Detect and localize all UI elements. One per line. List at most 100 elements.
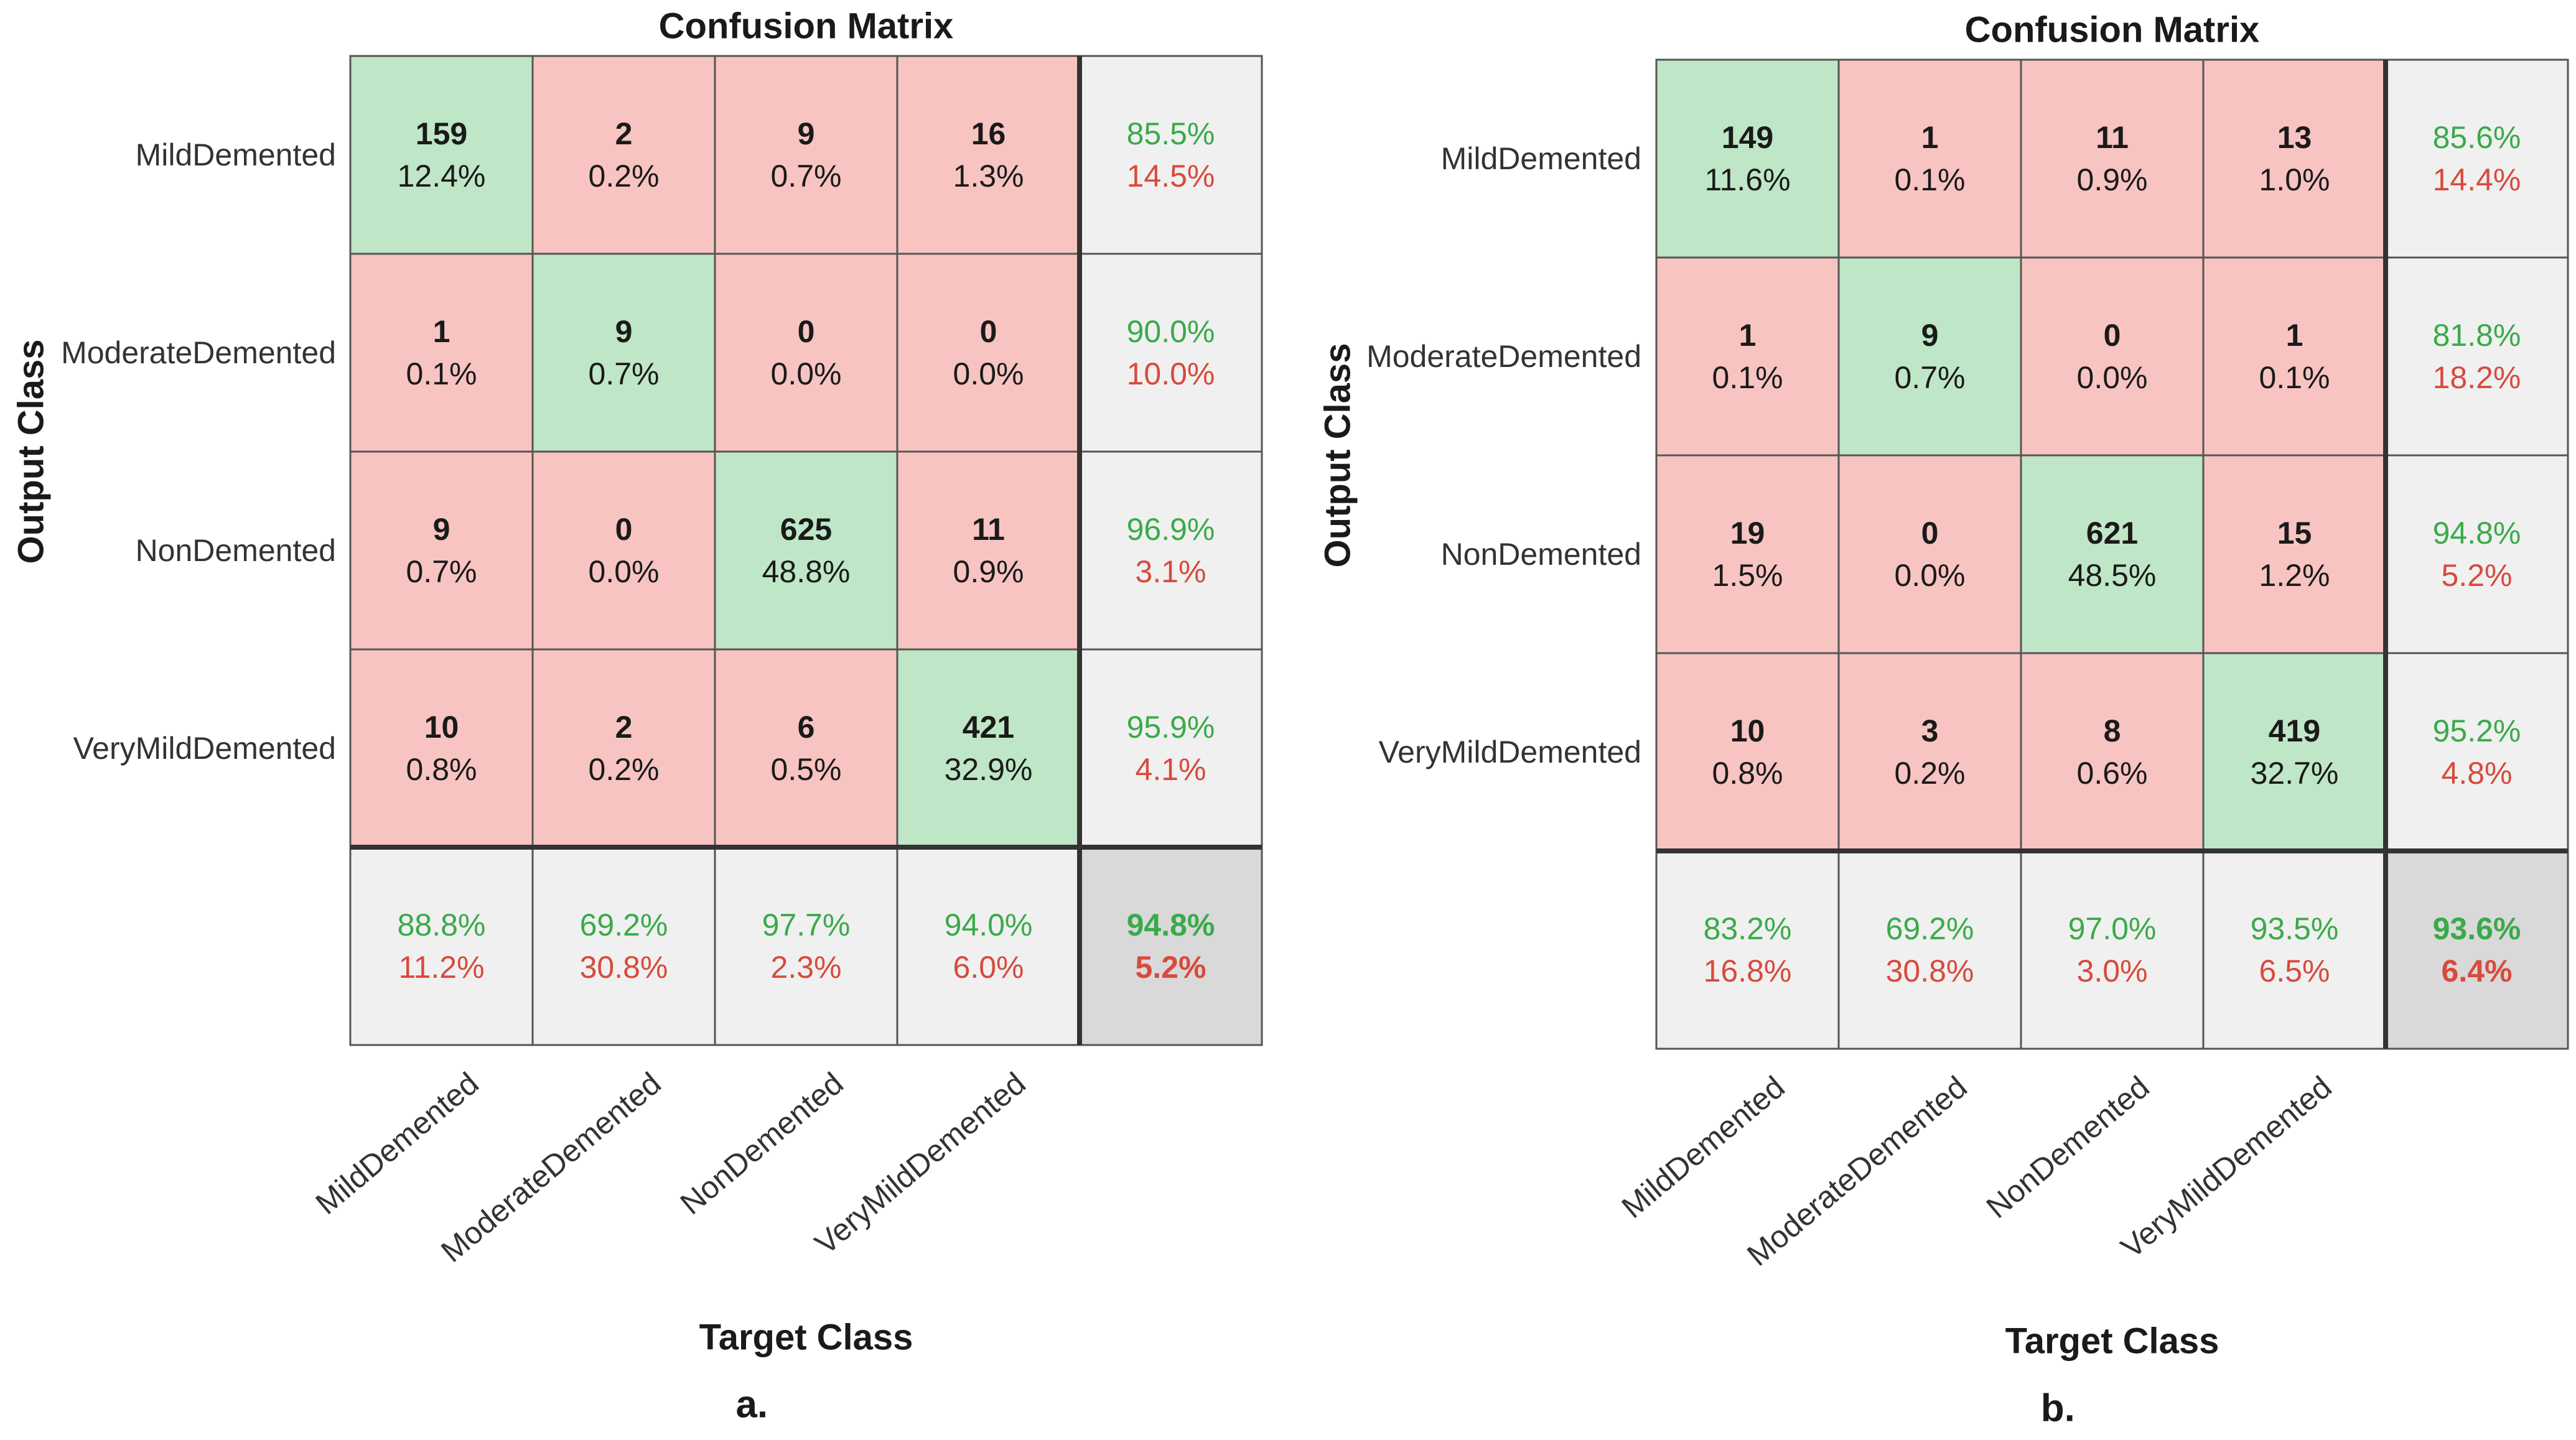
cell-count: 16 [971,116,1006,151]
cell-count: 9 [1921,318,1939,353]
matrix-cell-r0-c0 [1655,58,1840,259]
matrix-cell-r2-c2 [714,450,898,651]
y-tick-label: NonDemented [136,533,336,568]
cell-count: 6 [798,710,815,745]
cell-count: 625 [780,512,832,547]
matrix-cell-r2-c4 [1078,450,1263,651]
matrix-cell-r0-c4 [2384,58,2569,259]
cell-count: 10 [424,710,459,745]
matrix-cell-r0-c4 [1078,55,1263,255]
cell-percent: 0.0% [771,356,842,391]
matrix-cell-r2-c1 [1837,454,2022,654]
matrix-cell-r1-c1 [1837,256,2022,457]
column-recall: 93.5% [2251,911,2339,946]
matrix-cell-r1-c4 [2384,256,2569,457]
matrix-cell-r1-c1 [531,253,716,453]
x-tick-label: NonDemented [674,1066,850,1221]
cell-count: 421 [963,710,1014,745]
confusion-matrix-panel-a: 159 12.4% 2 0.2% 9 0.7% 16 1.3% 1 0.1% 9 0.7% 0 0.0% 0… [11,6,1263,1426]
matrix-cell-r3-c2 [714,648,898,848]
cell-percent: 0.7% [406,554,477,589]
cell-percent: 1.3% [953,159,1024,193]
y-tick-label: VeryMildDemented [1379,735,1641,769]
overall-error: 5.2% [1136,950,1206,985]
matrix-cell-r0-c3 [896,55,1081,255]
cell-percent: 0.1% [1895,162,1966,197]
row-error: 14.4% [2433,162,2521,197]
x-tick-label: MildDemented [1615,1069,1791,1225]
y-axis-label: Output Class [11,340,52,564]
cell-percent: 0.1% [1712,360,1783,395]
cell-count: 11 [2096,120,2129,155]
cell-percent: 0.7% [589,356,660,391]
row-error: 5.2% [2442,558,2513,593]
chart-title: Confusion Matrix [1965,10,2260,50]
cell-count: 159 [416,116,467,151]
cell-count: 9 [433,512,450,547]
matrix-cell-r3-c2 [2020,652,2205,852]
cell-count: 11 [972,512,1005,547]
cell-percent: 0.0% [2077,360,2148,395]
column-error: 30.8% [580,950,668,985]
row-precision: 90.0% [1127,314,1215,349]
row-precision: 81.8% [2433,318,2521,353]
overall-accuracy: 94.8% [1127,908,1215,942]
matrix-cell-r4-c2 [2020,850,2205,1050]
column-error: 6.5% [2259,954,2330,988]
y-axis-label: Output Class [1318,343,1358,568]
matrix-cell-r3-c1 [1837,652,2022,852]
row-error: 4.8% [2442,756,2513,791]
matrix-cell-r2-c0 [1655,454,1840,654]
x-tick-label: NonDemented [1980,1069,2156,1225]
matrix-cell-r4-c2 [714,846,898,1046]
matrix-cell-r4-c4 [1078,846,1263,1046]
cell-count: 149 [1722,120,1773,155]
column-recall: 97.7% [762,908,851,942]
cell-percent: 48.5% [2068,558,2157,593]
cell-percent: 0.7% [1895,360,1966,395]
x-tick-label: MildDemented [309,1066,485,1221]
cell-percent: 0.2% [1895,756,1966,791]
cell-count: 0 [798,314,815,349]
matrix-cell-r4-c0 [349,846,534,1046]
cell-count: 0 [615,512,633,547]
row-precision: 94.8% [2433,516,2521,550]
cell-count: 2 [615,116,633,151]
column-error: 6.0% [953,950,1024,985]
cell-count: 0 [980,314,997,349]
cell-percent: 0.8% [406,752,477,787]
cell-count: 1 [2286,318,2303,353]
cell-percent: 1.2% [2259,558,2330,593]
cell-percent: 1.0% [2259,162,2330,197]
panel-label: b. [2041,1387,2075,1430]
matrix-cell-r3-c1 [531,648,716,848]
cell-count: 1 [1739,318,1757,353]
chart-title: Confusion Matrix [659,6,954,47]
matrix-cell-r2-c1 [531,450,716,651]
y-tick-label: ModerateDemented [61,335,336,370]
matrix-cell-r0-c3 [2202,58,2387,259]
column-error: 11.2% [398,950,484,985]
matrix-cell-r3-c3 [2202,652,2387,852]
row-error: 14.5% [1127,159,1215,193]
cell-count: 2 [615,710,633,745]
cell-count: 9 [615,314,633,349]
y-tick-label: VeryMildDemented [73,731,336,766]
cell-percent: 48.8% [762,554,851,589]
row-precision: 85.6% [2433,120,2521,155]
cell-count: 9 [798,116,815,151]
matrix-cell-r0-c2 [2020,58,2205,259]
cell-percent: 0.5% [771,752,842,787]
matrix-cell-r2-c3 [2202,454,2387,654]
row-precision: 96.9% [1127,512,1215,547]
matrix-cell-r0-c0 [349,55,534,255]
cell-count: 13 [2277,120,2312,155]
cell-percent: 0.1% [2259,360,2330,395]
matrix-cell-r1-c2 [2020,256,2205,457]
matrix-cell-r1-c2 [714,253,898,453]
cell-count: 621 [2086,516,2138,550]
cell-percent: 0.0% [1895,558,1966,593]
matrix-cell-r2-c2 [2020,454,2205,654]
column-error: 2.3% [771,950,842,985]
matrix-cell-r4-c1 [1837,850,2022,1050]
